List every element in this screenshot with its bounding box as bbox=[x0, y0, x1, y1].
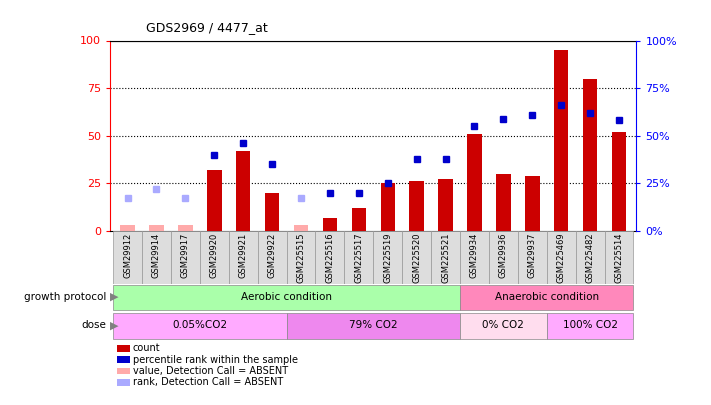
Text: Aerobic condition: Aerobic condition bbox=[241, 292, 332, 302]
Bar bbox=[460, 285, 634, 310]
Bar bbox=[525, 176, 540, 231]
Text: GSM29937: GSM29937 bbox=[528, 232, 537, 278]
Text: GSM29936: GSM29936 bbox=[499, 232, 508, 278]
Text: GSM225516: GSM225516 bbox=[326, 232, 334, 283]
Text: value, Detection Call = ABSENT: value, Detection Call = ABSENT bbox=[133, 366, 288, 376]
Bar bbox=[344, 231, 373, 284]
Bar bbox=[171, 231, 200, 284]
Bar bbox=[438, 179, 453, 231]
Bar bbox=[380, 183, 395, 231]
Text: percentile rank within the sample: percentile rank within the sample bbox=[133, 355, 298, 364]
Bar bbox=[576, 231, 604, 284]
Text: GDS2969 / 4477_at: GDS2969 / 4477_at bbox=[146, 21, 267, 34]
Bar bbox=[496, 174, 510, 231]
Bar bbox=[142, 231, 171, 284]
Bar bbox=[467, 134, 481, 231]
Bar bbox=[287, 313, 460, 339]
Text: rank, Detection Call = ABSENT: rank, Detection Call = ABSENT bbox=[133, 377, 283, 387]
Bar bbox=[489, 231, 518, 284]
Text: dose: dose bbox=[82, 320, 107, 330]
Bar bbox=[257, 231, 287, 284]
Bar bbox=[402, 231, 431, 284]
Bar bbox=[352, 208, 366, 231]
Bar bbox=[113, 313, 287, 339]
Text: GSM225517: GSM225517 bbox=[354, 232, 363, 283]
Bar bbox=[323, 217, 337, 231]
Text: GSM225482: GSM225482 bbox=[586, 232, 594, 283]
Bar bbox=[207, 170, 222, 231]
Text: GSM225515: GSM225515 bbox=[296, 232, 306, 283]
Bar bbox=[287, 231, 316, 284]
Text: growth protocol: growth protocol bbox=[24, 292, 107, 302]
Text: GSM29921: GSM29921 bbox=[239, 232, 247, 278]
Text: ▶: ▶ bbox=[109, 292, 118, 302]
Text: GSM29914: GSM29914 bbox=[152, 232, 161, 278]
Text: 0.05%CO2: 0.05%CO2 bbox=[172, 320, 228, 330]
Bar bbox=[178, 225, 193, 231]
Text: ▶: ▶ bbox=[109, 320, 118, 330]
Bar bbox=[547, 313, 634, 339]
Text: 79% CO2: 79% CO2 bbox=[349, 320, 397, 330]
Bar bbox=[113, 231, 142, 284]
Bar bbox=[604, 231, 634, 284]
Bar bbox=[229, 231, 257, 284]
Bar bbox=[460, 231, 489, 284]
Bar bbox=[431, 231, 460, 284]
Text: GSM225520: GSM225520 bbox=[412, 232, 421, 283]
Text: GSM225521: GSM225521 bbox=[441, 232, 450, 283]
Bar bbox=[265, 193, 279, 231]
Text: 0% CO2: 0% CO2 bbox=[483, 320, 524, 330]
Text: GSM29920: GSM29920 bbox=[210, 232, 219, 278]
Text: GSM29917: GSM29917 bbox=[181, 232, 190, 278]
Bar bbox=[200, 231, 229, 284]
Bar bbox=[373, 231, 402, 284]
Text: GSM29912: GSM29912 bbox=[123, 232, 132, 278]
Text: Anaerobic condition: Anaerobic condition bbox=[495, 292, 599, 302]
Text: GSM225514: GSM225514 bbox=[614, 232, 624, 283]
Text: 100% CO2: 100% CO2 bbox=[562, 320, 618, 330]
Bar bbox=[460, 313, 547, 339]
Bar bbox=[518, 231, 547, 284]
Bar bbox=[236, 151, 250, 231]
Bar bbox=[611, 132, 626, 231]
Bar bbox=[294, 225, 309, 231]
Text: count: count bbox=[133, 343, 161, 353]
Text: GSM225469: GSM225469 bbox=[557, 232, 566, 283]
Bar bbox=[547, 231, 576, 284]
Bar bbox=[113, 285, 460, 310]
Text: GSM225519: GSM225519 bbox=[383, 232, 392, 283]
Bar bbox=[120, 225, 135, 231]
Bar bbox=[554, 50, 568, 231]
Bar bbox=[583, 79, 597, 231]
Bar bbox=[149, 225, 164, 231]
Bar bbox=[316, 231, 344, 284]
Text: GSM29934: GSM29934 bbox=[470, 232, 479, 278]
Text: GSM29922: GSM29922 bbox=[267, 232, 277, 278]
Bar bbox=[410, 181, 424, 231]
